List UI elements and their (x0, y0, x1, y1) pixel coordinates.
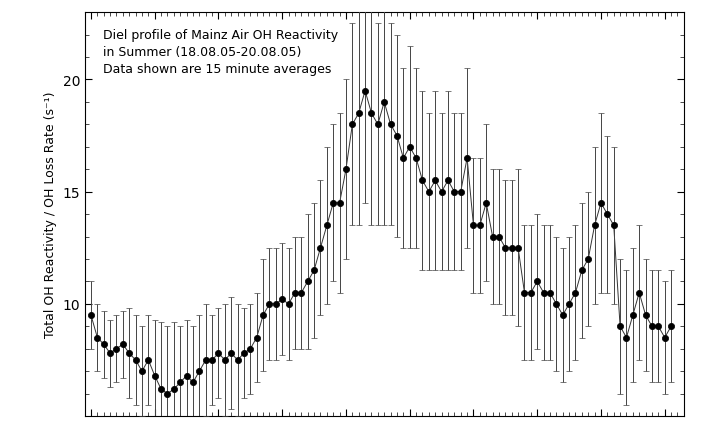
Text: Diel profile of Mainz Air OH Reactivity
in Summer (18.08.05-20.08.05)
Data shown: Diel profile of Mainz Air OH Reactivity … (103, 29, 338, 76)
Y-axis label: Total OH Reactivity / OH Loss Rate (s⁻¹): Total OH Reactivity / OH Loss Rate (s⁻¹) (44, 92, 57, 338)
